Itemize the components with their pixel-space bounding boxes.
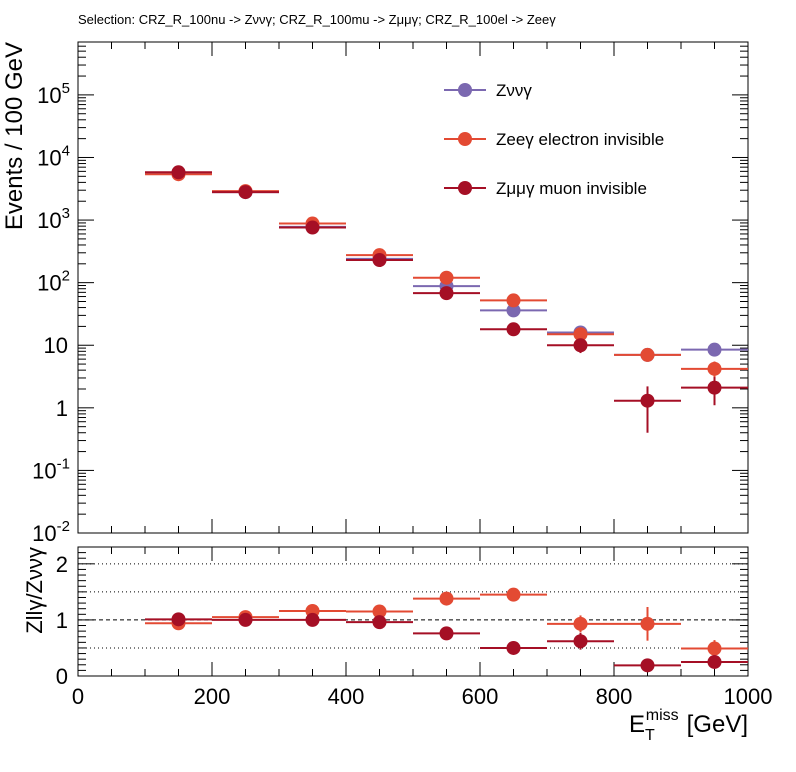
legend-label: Zμμγ muon invisible [496,179,647,198]
y-tick-label: 10-2 [32,518,70,546]
data-point [573,327,588,342]
ratio-y-tick-label: 1 [56,608,68,633]
main-plot-frame [77,41,749,534]
ratio-series-0 [145,587,748,657]
selection-title: Selection: CRZ_R_100nu -> Zννγ; CRZ_R_10… [78,12,556,27]
data-point [439,626,454,641]
data-point [707,380,722,395]
data-point [506,293,521,308]
data-point [238,185,253,200]
data-point [439,286,454,301]
data-point [506,322,521,337]
data-point [238,612,253,627]
data-point [573,634,588,649]
data-point [640,347,655,362]
data-point [707,654,722,669]
y-tick-label: 10 [44,333,68,358]
y-axis-title: Events / 100 GeV [1,42,28,230]
ratio-y-tick-label: 0 [56,664,68,689]
legend-marker [458,83,472,97]
data-point [707,342,722,357]
y-tick-label: 102 [37,268,70,296]
data-point [707,641,722,656]
x-tick-label: 800 [596,684,633,709]
ratio-y-axis-title: Zllγ/Zννγ [22,547,47,634]
ratio-y-tick-label: 2 [56,552,68,577]
main-series-1 [145,167,748,379]
data-point [305,220,320,235]
data-point [506,640,521,655]
data-point [439,270,454,285]
data-point [171,612,186,627]
x-tick-label: 0 [72,684,84,709]
legend-marker [458,181,472,195]
y-tick-label: 1 [56,396,68,421]
ratio-series-1 [145,612,748,673]
data-point [506,587,521,602]
main-series-2 [145,165,748,433]
data-point [640,616,655,631]
data-point [573,616,588,631]
main-series-0 [145,165,748,362]
data-point [372,604,387,619]
data-point [506,303,521,318]
x-tick-label: 1000 [724,684,773,709]
data-point [640,393,655,408]
data-point [707,361,722,376]
legend-label: Zννγ [496,81,532,100]
data-point [573,338,588,353]
x-tick-label: 400 [328,684,365,709]
y-tick-label: 104 [37,142,70,170]
data-point [372,253,387,268]
y-tick-label: 105 [37,80,70,108]
x-tick-label: 200 [194,684,231,709]
y-tick-label: 10-1 [32,455,70,483]
legend-label: Zeeγ electron invisible [496,130,664,149]
x-axis-title: ETmiss [GeV] [629,707,748,744]
data-point [305,612,320,627]
data-point [640,658,655,673]
x-tick-label: 600 [462,684,499,709]
data-point [171,165,186,180]
y-tick-label: 103 [37,205,70,233]
data-point [372,615,387,630]
legend-marker [458,132,472,146]
data-point [439,591,454,606]
